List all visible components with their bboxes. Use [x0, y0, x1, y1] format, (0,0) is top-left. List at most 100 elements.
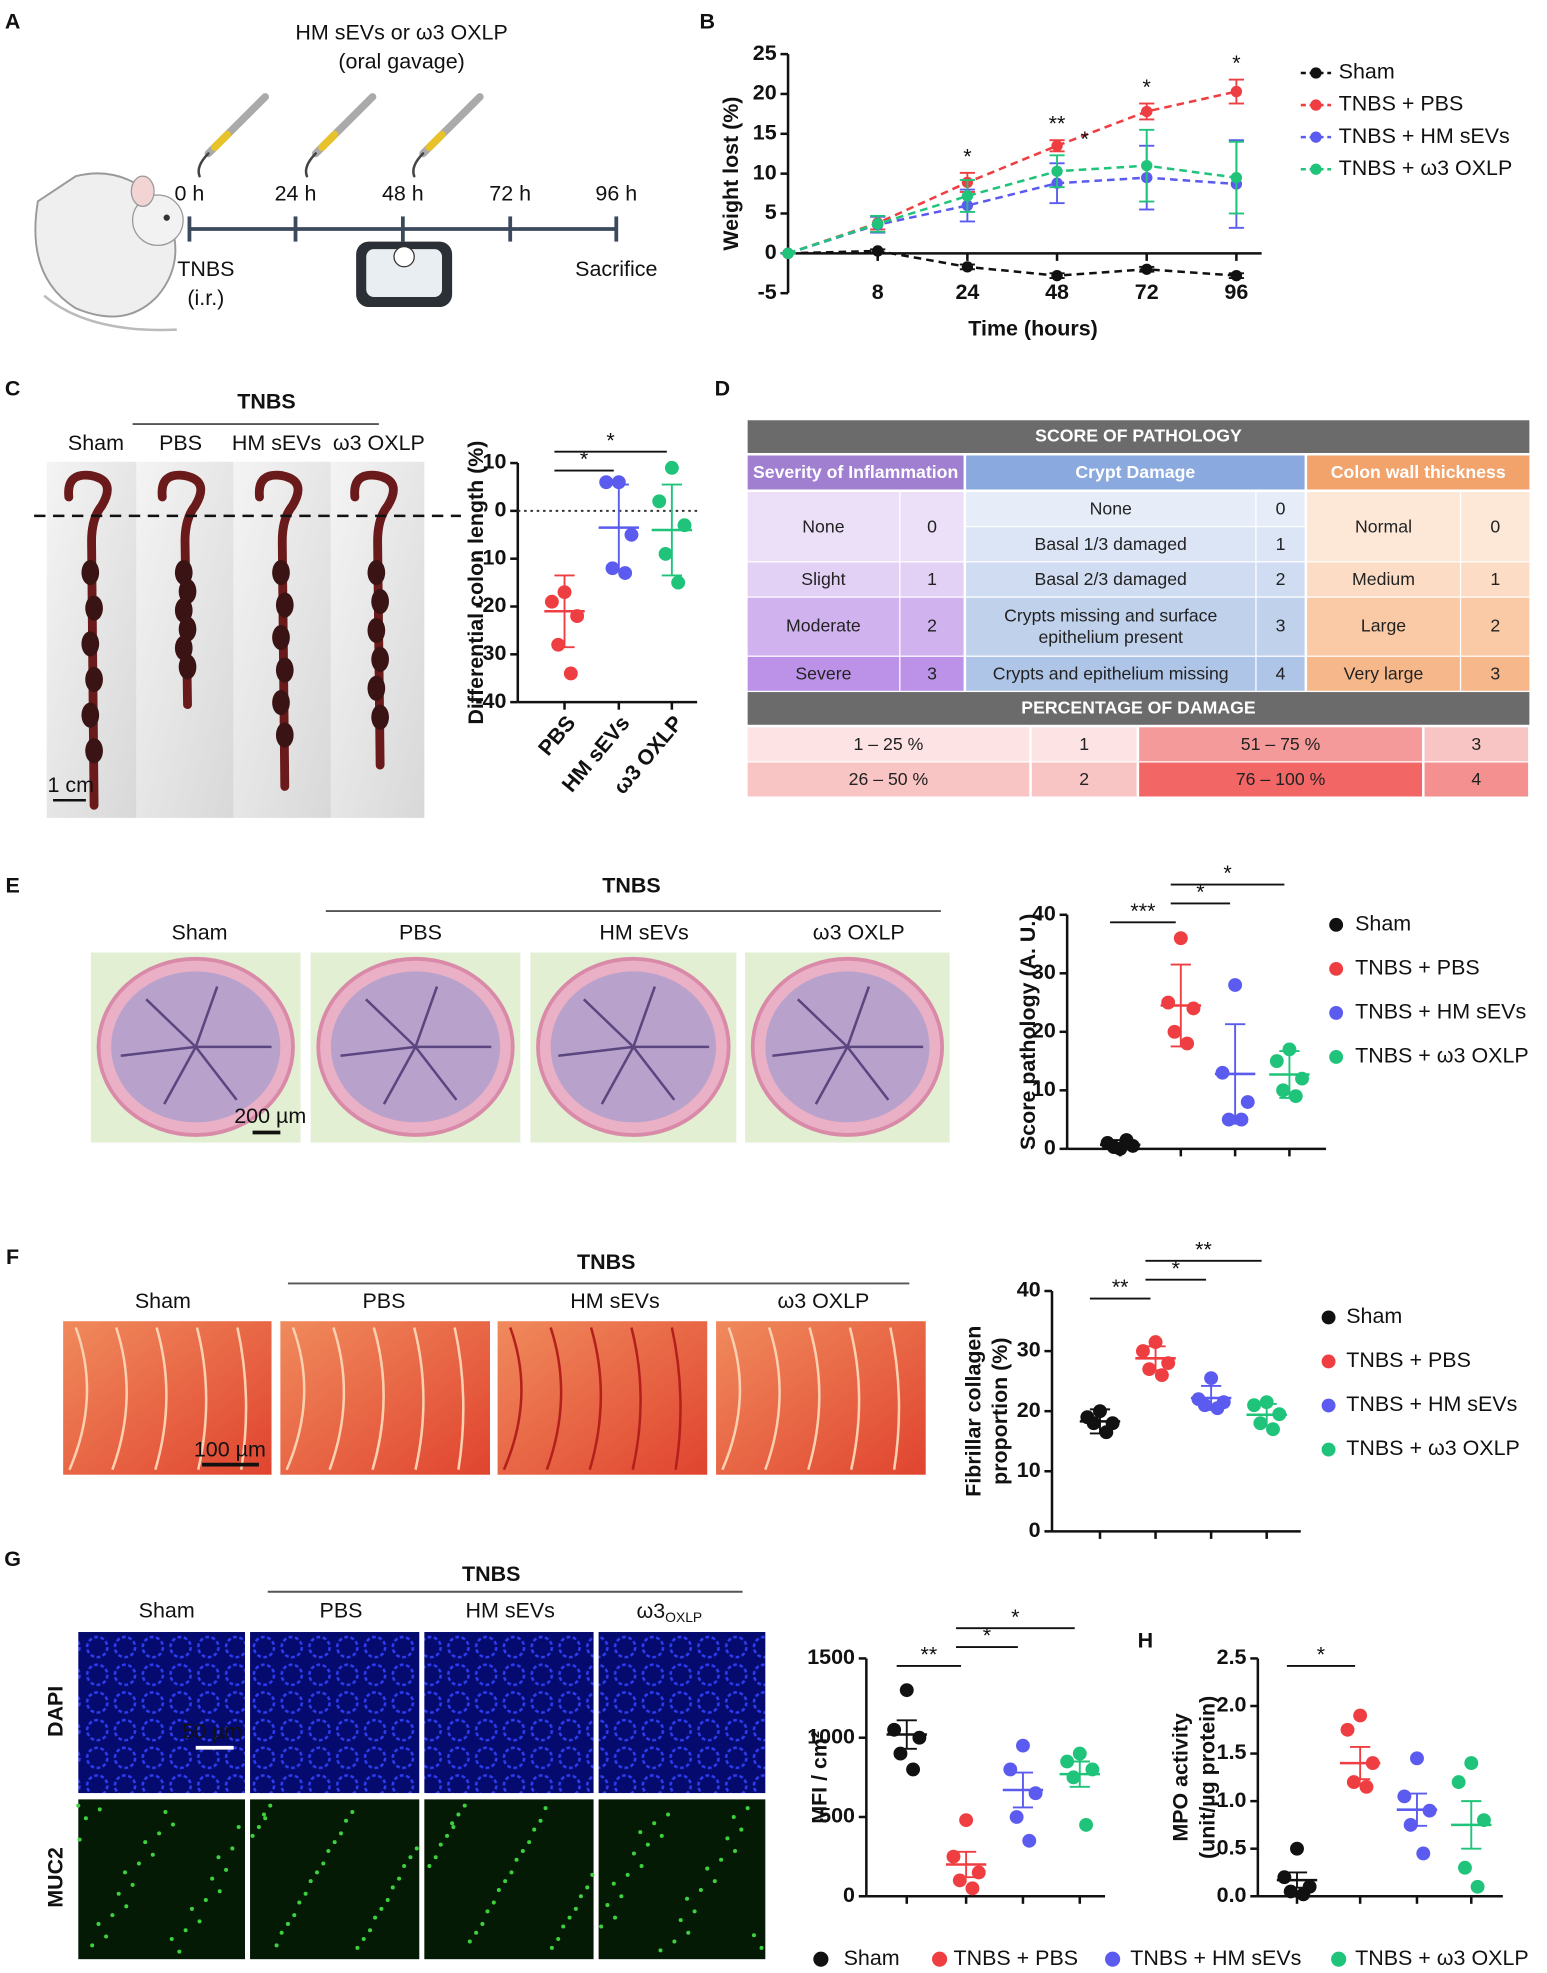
point [961, 261, 974, 273]
column-header: Severity of Inflammation [747, 455, 964, 490]
level-score: 0 [1461, 491, 1530, 562]
damage-cell: 4 [1424, 762, 1529, 797]
level-score: 0 [1256, 491, 1305, 526]
muc2-signal [759, 1945, 764, 1950]
muc2-signal [462, 1803, 467, 1808]
muc2-signal [666, 1812, 671, 1817]
muc2-signal [692, 1909, 697, 1914]
y-tick-label: -20 [475, 593, 506, 617]
point [906, 1762, 921, 1777]
y-axis-label: Weight lost (%) [719, 97, 743, 251]
point [1230, 171, 1243, 184]
point [1161, 995, 1176, 1010]
crypt-line [632, 986, 657, 1048]
y-tick-label: 10 [1032, 1077, 1056, 1101]
muc2-signal [274, 1943, 279, 1948]
legend-label: TNBS + PBS [953, 1946, 1078, 1970]
muc2-signal [719, 1857, 724, 1862]
image-label: HM sEVs [465, 1599, 554, 1623]
muc2-signal [279, 1930, 284, 1935]
series-line [787, 90, 1237, 255]
y-tick-label: 20 [1017, 1398, 1041, 1422]
collagen-fiber [195, 1327, 208, 1470]
crypt-line [194, 986, 219, 1048]
legend-marker [1310, 67, 1322, 79]
colon-segment [371, 704, 389, 730]
muc2-signal [705, 1866, 710, 1871]
point [1072, 1746, 1087, 1761]
level-label: Crypts and epithelium missing [966, 656, 1256, 691]
syringes [197, 93, 484, 178]
point [544, 594, 559, 609]
series-line [787, 176, 1237, 255]
muc2-signal [751, 1933, 756, 1938]
point [624, 527, 639, 542]
group-label: TNBS [462, 1562, 520, 1586]
dapi-image [250, 1632, 420, 1794]
y-axis-label: MFI / cm² [808, 1731, 832, 1824]
point [677, 518, 692, 533]
muc2-image [598, 1799, 766, 1960]
colon-segment [272, 624, 290, 651]
muc2-signal [509, 1870, 514, 1875]
crypt-line [814, 1046, 849, 1105]
y-tick-label: -30 [475, 641, 506, 665]
crypt-line [163, 1046, 197, 1105]
point [599, 475, 614, 490]
collagen-fiber [630, 1327, 642, 1470]
level-score: 2 [1461, 597, 1530, 656]
level-score: 3 [1256, 597, 1305, 656]
point [1016, 1738, 1030, 1753]
muc2-signal [451, 1825, 456, 1830]
schematic-text: Sacrifice [575, 257, 657, 281]
muc2-signal [631, 1851, 636, 1856]
image-label: Sham [135, 1289, 191, 1313]
colon-segment [174, 559, 193, 586]
muc2-signal [725, 1836, 730, 1841]
crypt-line [600, 1046, 635, 1105]
collagen-fiber [545, 1327, 563, 1471]
muc2-signal [638, 1830, 643, 1835]
muc2-signal [613, 1915, 618, 1920]
muc2-signal [520, 1848, 525, 1853]
image-label: PBS [159, 431, 202, 455]
level-label: Normal [1307, 491, 1460, 562]
colon [254, 470, 303, 791]
colon-segment [178, 578, 197, 604]
significance-mark: * [963, 144, 971, 168]
muc2-signal [485, 1909, 490, 1914]
point [1247, 1398, 1262, 1413]
colon-segment [367, 617, 386, 643]
legend-label: TNBS + HM sEVs [1355, 1000, 1526, 1024]
muc2-signal [397, 1876, 402, 1881]
image-label: ω3 OXLP [333, 431, 425, 455]
point [1142, 1362, 1157, 1377]
crypt-line [120, 1045, 196, 1058]
point [961, 190, 974, 202]
colon-segment [85, 738, 103, 764]
mouse-illustration [34, 172, 184, 332]
y-tick-label: 30 [1017, 1338, 1041, 1362]
point [1266, 1422, 1280, 1437]
point [1276, 1083, 1291, 1098]
image-label: Sham [139, 1599, 195, 1623]
level-label: None [966, 491, 1256, 526]
y-tick-label: 0 [494, 498, 506, 522]
point [1230, 269, 1243, 282]
legend-label: TNBS + ω3 OXLP [1339, 156, 1513, 180]
colon-segment [178, 616, 197, 642]
table-title: SCORE OF PATHOLOGY [747, 420, 1530, 453]
muc2-signal [611, 1881, 616, 1886]
muc2-signal [686, 1930, 691, 1935]
collagen-fiber [588, 1327, 603, 1471]
legend-marker [1331, 1951, 1347, 1967]
timeline [187, 216, 619, 242]
panel-letter: E [5, 874, 19, 898]
point [1290, 1841, 1304, 1856]
y-tick-label: 1.0 [1217, 1788, 1247, 1812]
legend-marker [1329, 1050, 1344, 1064]
point [1141, 263, 1153, 275]
legend-label: TNBS + HM sEVs [1346, 1392, 1517, 1416]
collagen-fiber [721, 1327, 742, 1471]
